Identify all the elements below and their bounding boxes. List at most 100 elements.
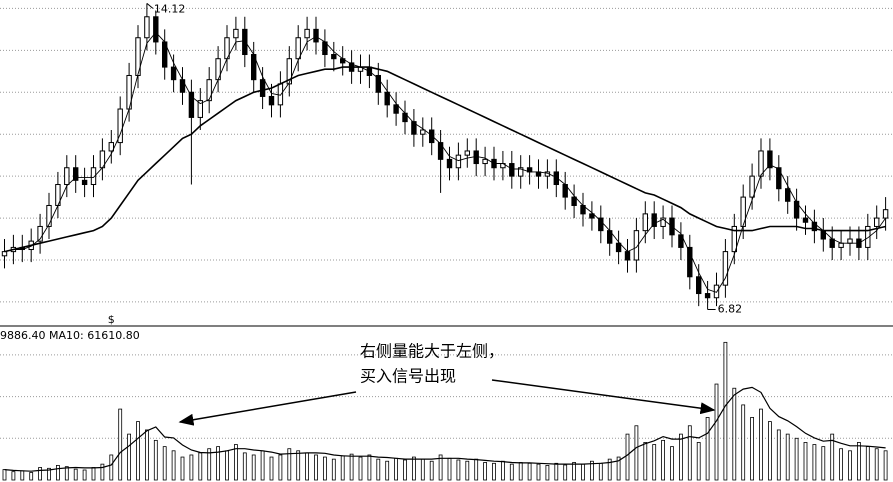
volume-bar <box>429 460 434 481</box>
volume-bar <box>483 462 488 481</box>
candle-body <box>46 204 52 227</box>
volume-bar <box>162 446 167 481</box>
candle-body <box>802 217 809 223</box>
volume-bar <box>242 452 247 481</box>
volume-bar <box>857 442 861 481</box>
candle-body <box>393 104 399 114</box>
volume-bar <box>287 448 292 481</box>
volume-bar <box>322 456 327 481</box>
volume-bar <box>634 425 639 481</box>
candle-body <box>313 28 319 43</box>
volume-bar <box>144 429 149 481</box>
candle-body <box>206 79 212 102</box>
volume-ma-line <box>4 386 886 472</box>
candle-body <box>437 142 444 160</box>
event-marker: $ <box>108 313 115 326</box>
volume-bar <box>545 464 550 481</box>
volume-bar <box>189 454 194 481</box>
volume-bar <box>848 450 852 481</box>
candle-body <box>473 150 479 165</box>
candle-body <box>847 238 853 244</box>
arrow-right <box>491 379 716 415</box>
volume-bar <box>198 452 203 481</box>
candle-body <box>170 66 177 81</box>
candle-body <box>64 167 70 186</box>
annotation-line-1: 右侧量能大于左侧， <box>360 342 504 361</box>
candle-body <box>642 213 648 232</box>
volume-bar <box>625 433 630 481</box>
volume-bar <box>207 448 212 481</box>
candle-body <box>233 28 239 39</box>
volume-bar <box>82 469 87 481</box>
candle-body <box>767 150 773 169</box>
volume-bar <box>492 462 496 481</box>
volume-bar <box>91 467 96 481</box>
volume-bar <box>803 442 808 481</box>
volume-bar <box>305 452 310 481</box>
volume-bar <box>572 462 576 481</box>
candle-body <box>90 167 97 186</box>
volume-bar <box>100 463 105 481</box>
volume-bar <box>269 456 274 481</box>
volume-bar <box>723 341 728 481</box>
volume-bar <box>56 464 60 481</box>
volume-bar <box>438 454 443 481</box>
volume-bar <box>38 467 42 481</box>
volume-bar <box>233 444 238 481</box>
volume-bar <box>759 408 763 481</box>
candle-body <box>188 91 195 118</box>
candle-body <box>179 79 186 93</box>
volume-bar <box>216 446 221 481</box>
volume-bar <box>2 469 7 481</box>
volume-bar <box>670 446 674 481</box>
candle-body <box>81 179 88 186</box>
volume-bar <box>696 442 701 481</box>
candle-body <box>838 242 844 248</box>
candle-body <box>268 95 275 106</box>
volume-bar <box>385 460 390 481</box>
volume-bar <box>732 387 737 481</box>
volume-bar <box>661 439 665 481</box>
ma-short-line <box>4 31 886 293</box>
volume-bar <box>314 454 318 481</box>
volume-bar <box>554 462 559 481</box>
candle-body <box>277 83 284 106</box>
candle-body <box>420 129 426 135</box>
volume-bar <box>714 383 719 481</box>
volume-bar <box>73 468 78 481</box>
candle-body <box>749 175 755 198</box>
volume-bar <box>741 404 746 481</box>
volume-bar <box>590 460 594 481</box>
candle-body <box>384 91 390 106</box>
volume-bar <box>607 458 612 481</box>
volume-bar <box>474 458 479 481</box>
candle-body <box>37 225 43 242</box>
candle-body <box>375 74 382 93</box>
volume-bar <box>874 448 879 481</box>
candle-body <box>776 167 782 190</box>
candle-body <box>518 167 524 177</box>
volume-bar <box>705 417 710 481</box>
candle-body <box>678 234 684 248</box>
volume-bar <box>349 453 354 481</box>
high-leader <box>146 2 154 9</box>
volume-bar <box>509 463 514 481</box>
volume-bar <box>358 456 363 481</box>
volume-bar <box>109 454 114 481</box>
volume-bar <box>296 450 301 481</box>
candle-body <box>197 100 204 118</box>
candle-body <box>704 293 711 299</box>
candle-body <box>874 217 880 227</box>
ma-long-line <box>4 66 886 253</box>
candle-body <box>446 158 453 169</box>
volume-bar <box>278 454 283 481</box>
candle-body <box>687 246 693 278</box>
candle-body <box>1 251 8 257</box>
candle-body <box>571 196 577 206</box>
volume-bar <box>536 463 541 481</box>
candle-body <box>242 28 248 56</box>
volume-bar <box>64 466 69 481</box>
volume-bar <box>394 457 399 481</box>
